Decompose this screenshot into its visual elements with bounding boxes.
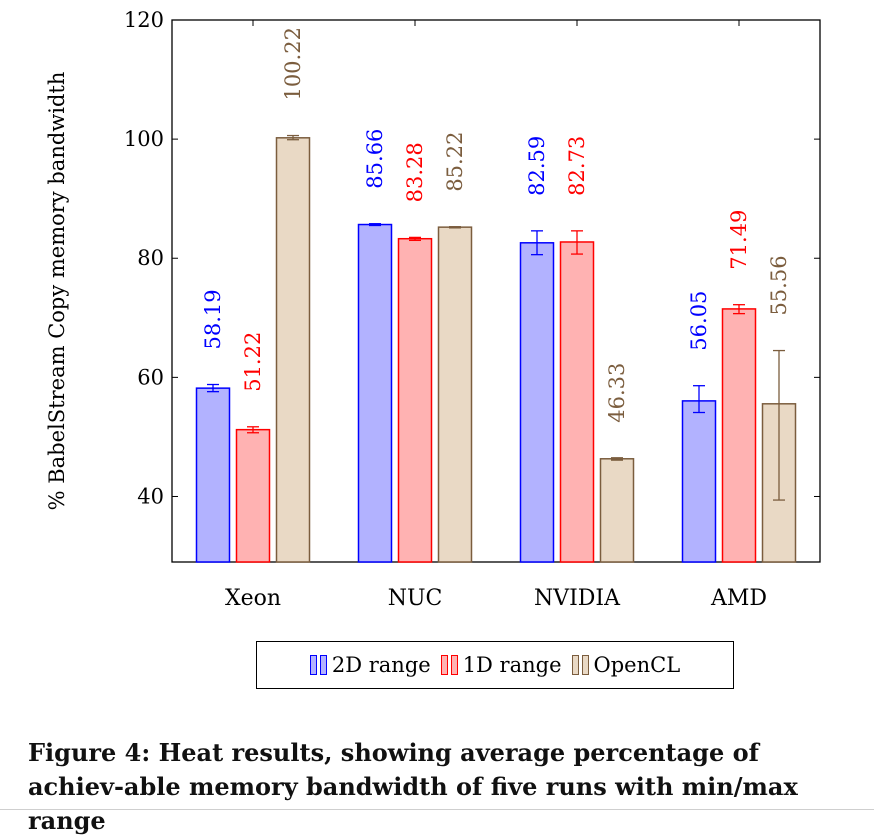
y-tick-label: 60	[137, 365, 164, 389]
legend-item-2d-range: 2D range	[309, 653, 431, 677]
data-label: 85.66	[363, 129, 387, 189]
legend-label-2d-range: 2D range	[331, 653, 431, 677]
bar-opencl	[599, 458, 635, 563]
data-label: 58.19	[201, 289, 225, 349]
page-divider	[0, 809, 874, 810]
bar-2d-range	[681, 400, 717, 563]
data-label: 55.56	[767, 255, 791, 315]
legend-swatch-opencl	[571, 655, 589, 675]
data-label: 71.49	[727, 210, 751, 270]
y-tick-label: 120	[124, 8, 164, 32]
bar-1d-range	[235, 428, 271, 563]
data-label: 56.05	[687, 291, 711, 351]
bar-1d-range	[721, 308, 757, 563]
data-label: 82.73	[565, 136, 589, 196]
data-label: 82.59	[525, 136, 549, 196]
bar-1d-range	[397, 237, 433, 563]
y-tick-label: 80	[137, 246, 164, 270]
bar-opencl	[437, 226, 473, 563]
data-label: 100.22	[281, 27, 305, 100]
bar-1d-range	[559, 241, 595, 563]
legend-swatch-2d-range	[309, 655, 327, 675]
data-label: 85.22	[443, 132, 467, 192]
figure-caption: Figure 4: Heat results, showing average …	[28, 738, 798, 835]
x-tick-label: NVIDIA	[534, 586, 621, 611]
data-label: 83.28	[403, 142, 427, 202]
y-tick-label: 40	[137, 484, 164, 508]
y-tick-label: 100	[124, 127, 164, 151]
x-tick-label: NUC	[388, 586, 443, 611]
legend-label-1d-range: 1D range	[462, 653, 562, 677]
bar-2d-range	[195, 387, 231, 563]
x-tick-label: Xeon	[225, 586, 281, 611]
legend-swatch-1d-range	[440, 655, 458, 675]
bar-2d-range	[357, 223, 393, 563]
plot-frame	[171, 19, 821, 563]
legend-label-opencl: OpenCL	[593, 653, 681, 677]
bar-chart: 40 60 80 100 120 % BabelStream Copy memory ba…	[45, 8, 821, 611]
bar-2d-range	[519, 242, 555, 563]
legend-item-1d-range: 1D range	[440, 653, 562, 677]
y-axis-label: % BabelStream Copy memory bandwidth	[45, 72, 69, 511]
legend-item-opencl: OpenCL	[571, 653, 681, 677]
data-label: 51.22	[241, 332, 265, 392]
data-label: 46.33	[605, 363, 629, 423]
x-tick-label: AMD	[710, 586, 767, 611]
bar-opencl	[275, 137, 311, 563]
legend: 2D range 1D range OpenCL	[256, 641, 734, 689]
